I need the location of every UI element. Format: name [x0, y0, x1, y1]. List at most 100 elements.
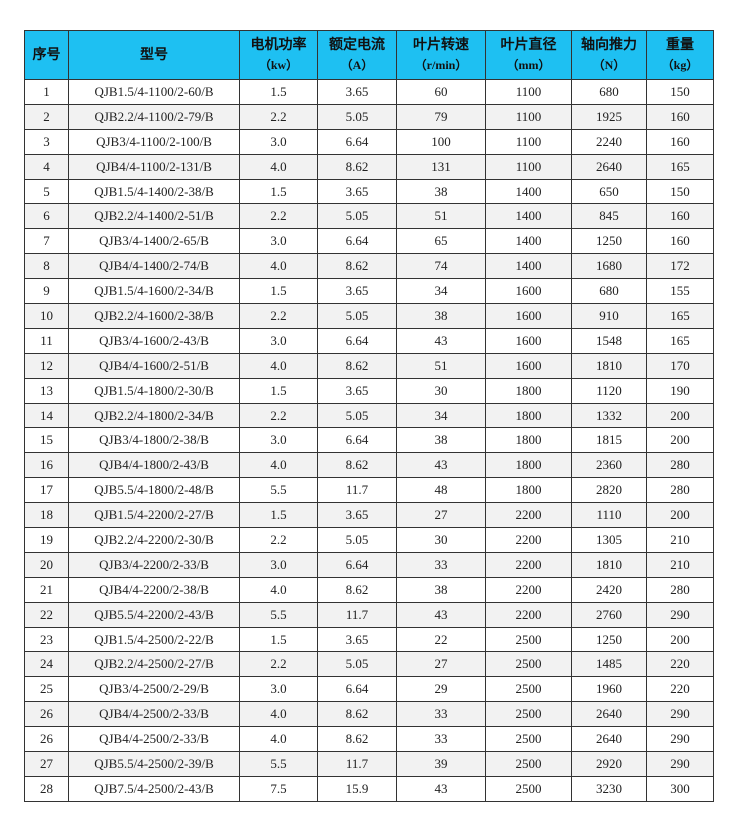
- column-unit: （mm）: [506, 58, 551, 72]
- cell-blade-speed: 33: [396, 701, 486, 728]
- cell-weight: 160: [646, 103, 714, 130]
- cell-blade-diameter: 2500: [485, 651, 572, 678]
- cell-rated-current: 8.62: [317, 576, 397, 603]
- cell-axial-thrust: 680: [571, 79, 647, 105]
- table-row: 21 QJB4/4-2200/2-38/B 4.0 8.62 38 2200 2420 280: [24, 576, 714, 603]
- cell-weight: 172: [646, 253, 714, 280]
- cell-weight: 290: [646, 751, 714, 777]
- cell-axial-thrust: 2360: [571, 452, 647, 479]
- cell-axial-thrust: 2640: [571, 153, 647, 180]
- cell-blade-diameter: 2200: [485, 502, 572, 529]
- cell-blade-diameter: 1100: [485, 79, 572, 105]
- cell-blade-diameter: 1800: [485, 477, 572, 504]
- cell-motor-power: 4.0: [239, 253, 318, 280]
- table-row: 19 QJB2.2/4-2200/2-30/B 2.2 5.05 30 2200 1305 2…: [24, 527, 714, 553]
- column-label: 电机功率: [250, 37, 307, 53]
- cell-blade-diameter: 1400: [485, 203, 572, 230]
- cell-weight: 220: [646, 651, 714, 678]
- cell-blade-diameter: 1800: [485, 452, 572, 479]
- cell-index: 5: [24, 178, 69, 205]
- table-row: 23 QJB1.5/4-2500/2-22/B 1.5 3.65 22 2500 1250 2…: [24, 626, 714, 653]
- cell-index: 8: [24, 253, 69, 280]
- cell-motor-power: 2.2: [239, 402, 318, 429]
- cell-rated-current: 6.64: [317, 676, 397, 703]
- cell-weight: 210: [646, 527, 714, 553]
- cell-model: QJB1.5/4-1400/2-38/B: [68, 178, 240, 205]
- cell-blade-speed: 131: [396, 153, 486, 180]
- cell-axial-thrust: 2640: [571, 726, 647, 753]
- cell-blade-speed: 79: [396, 103, 486, 130]
- cell-axial-thrust: 2420: [571, 576, 647, 603]
- cell-rated-current: 6.64: [317, 128, 397, 155]
- cell-weight: 280: [646, 477, 714, 504]
- cell-model: QJB1.5/4-1100/2-60/B: [68, 79, 240, 105]
- cell-blade-speed: 48: [396, 477, 486, 504]
- cell-blade-diameter: 2500: [485, 751, 572, 777]
- cell-motor-power: 3.0: [239, 327, 318, 354]
- table-row: 15 QJB3/4-1800/2-38/B 3.0 6.64 38 1800 1815 200: [24, 427, 714, 454]
- column-label: 叶片转速: [413, 37, 469, 53]
- table-row: 10 QJB2.2/4-1600/2-38/B 2.2 5.05 38 1600 910 16…: [24, 303, 714, 329]
- cell-axial-thrust: 1250: [571, 228, 647, 255]
- column-label: 叶片直径: [500, 37, 557, 53]
- cell-weight: 190: [646, 377, 714, 404]
- cell-model: QJB2.2/4-1600/2-38/B: [68, 303, 240, 329]
- cell-rated-current: 5.05: [317, 303, 397, 329]
- cell-model: QJB5.5/4-2200/2-43/B: [68, 601, 240, 628]
- cell-rated-current: 3.65: [317, 79, 397, 105]
- cell-axial-thrust: 845: [571, 203, 647, 230]
- column-unit: （r/min）: [414, 58, 468, 72]
- cell-motor-power: 4.0: [239, 726, 318, 753]
- column-label: 重量: [666, 37, 694, 53]
- cell-blade-diameter: 2200: [485, 551, 572, 578]
- cell-rated-current: 5.05: [317, 651, 397, 678]
- cell-rated-current: 5.05: [317, 203, 397, 230]
- table-row: 28 QJB7.5/4-2500/2-43/B 7.5 15.9 43 2500 3230 3…: [24, 775, 714, 802]
- cell-rated-current: 5.05: [317, 402, 397, 429]
- column-label: 额定电流: [329, 37, 385, 53]
- cell-index: 22: [24, 601, 69, 628]
- cell-blade-diameter: 1100: [485, 103, 572, 130]
- cell-model: QJB5.5/4-1800/2-48/B: [68, 477, 240, 504]
- cell-axial-thrust: 1305: [571, 527, 647, 553]
- cell-blade-speed: 30: [396, 527, 486, 553]
- cell-weight: 280: [646, 452, 714, 479]
- cell-axial-thrust: 1810: [571, 551, 647, 578]
- cell-index: 17: [24, 477, 69, 504]
- cell-motor-power: 2.2: [239, 527, 318, 553]
- cell-weight: 160: [646, 203, 714, 230]
- cell-axial-thrust: 680: [571, 278, 647, 305]
- cell-blade-speed: 30: [396, 377, 486, 404]
- cell-axial-thrust: 3230: [571, 775, 647, 802]
- cell-rated-current: 8.62: [317, 452, 397, 479]
- cell-model: QJB2.2/4-2200/2-30/B: [68, 527, 240, 553]
- cell-axial-thrust: 1250: [571, 626, 647, 653]
- cell-motor-power: 4.0: [239, 576, 318, 603]
- column-unit: （N）: [592, 58, 626, 72]
- column-header-motor-power: 电机功率 （kw）: [239, 30, 318, 80]
- cell-model: QJB4/4-2500/2-33/B: [68, 701, 240, 728]
- table-row: 11 QJB3/4-1600/2-43/B 3.0 6.64 43 1600 1548 165: [24, 327, 714, 354]
- cell-model: QJB4/4-2500/2-33/B: [68, 726, 240, 753]
- cell-blade-diameter: 2200: [485, 576, 572, 603]
- cell-model: QJB2.2/4-1400/2-51/B: [68, 203, 240, 230]
- cell-model: QJB4/4-1400/2-74/B: [68, 253, 240, 280]
- table-row: 26 QJB4/4-2500/2-33/B 4.0 8.62 33 2500 2640 290: [24, 701, 714, 728]
- cell-motor-power: 1.5: [239, 178, 318, 205]
- cell-index: 19: [24, 527, 69, 553]
- table-row: 12 QJB4/4-1600/2-51/B 4.0 8.62 51 1600 1810 170: [24, 352, 714, 379]
- cell-motor-power: 3.0: [239, 676, 318, 703]
- cell-weight: 290: [646, 701, 714, 728]
- cell-weight: 200: [646, 502, 714, 529]
- cell-weight: 290: [646, 726, 714, 753]
- cell-blade-diameter: 1400: [485, 178, 572, 205]
- cell-motor-power: 5.5: [239, 601, 318, 628]
- cell-rated-current: 11.7: [317, 477, 397, 504]
- cell-rated-current: 8.62: [317, 726, 397, 753]
- cell-blade-speed: 43: [396, 452, 486, 479]
- cell-weight: 160: [646, 228, 714, 255]
- cell-motor-power: 3.0: [239, 228, 318, 255]
- cell-model: QJB3/4-2200/2-33/B: [68, 551, 240, 578]
- cell-weight: 220: [646, 676, 714, 703]
- table-row: 7 QJB3/4-1400/2-65/B 3.0 6.64 65 1400 1250 160: [24, 228, 714, 255]
